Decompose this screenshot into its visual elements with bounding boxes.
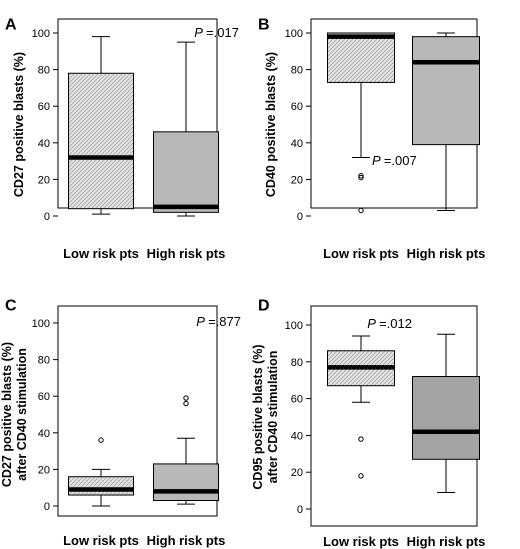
iqr-box bbox=[153, 463, 219, 502]
iqr-box bbox=[327, 32, 395, 83]
p-value-label: P =.017 bbox=[194, 25, 239, 40]
box-high-risk-pts bbox=[153, 41, 219, 217]
iqr-box bbox=[153, 131, 219, 213]
y-axis-label: CD27 positive blasts (%) bbox=[12, 52, 26, 197]
y-tick-label: 20 bbox=[38, 464, 50, 476]
p-value: =.877 bbox=[208, 314, 241, 329]
panel-letter: C bbox=[5, 297, 17, 314]
outlier-point bbox=[358, 473, 364, 479]
p-value-label: P =.007 bbox=[372, 153, 417, 168]
y-tick-label: 60 bbox=[291, 394, 303, 406]
y-tick-label: 20 bbox=[291, 174, 303, 186]
category-label: Low risk pts bbox=[323, 246, 399, 261]
y-tick-label: 80 bbox=[38, 65, 50, 77]
category-label: Low risk pts bbox=[63, 246, 139, 261]
plot-frame bbox=[57, 305, 218, 517]
panel-b: B 0 20 40 60 80 100 CD40 positive blasts (%) Low… bbox=[258, 16, 485, 261]
p-value: =.007 bbox=[384, 153, 417, 168]
y-axis-label: CD95 positive blasts (%)after CD40 stimu… bbox=[251, 344, 280, 489]
y-axis-label-line: CD27 positive blasts (%) bbox=[0, 342, 14, 487]
box-low-risk-pts bbox=[68, 36, 134, 215]
category-label: High risk pts bbox=[407, 246, 486, 261]
category-label: Low risk pts bbox=[63, 533, 139, 548]
iqr-box bbox=[68, 72, 134, 210]
y-tick-label: 60 bbox=[38, 391, 50, 403]
p-value: =.012 bbox=[379, 316, 412, 331]
box-low-risk-pts bbox=[327, 335, 395, 479]
p-symbol: P bbox=[367, 316, 379, 331]
iqr-box bbox=[412, 36, 480, 146]
panel-letter: D bbox=[258, 297, 270, 314]
y-tick-label: 100 bbox=[285, 320, 303, 332]
outlier-point bbox=[358, 436, 364, 442]
y-tick-label: 40 bbox=[291, 138, 303, 150]
box-low-risk-pts bbox=[327, 32, 395, 214]
category-label: High risk pts bbox=[147, 246, 226, 261]
category-label: High risk pts bbox=[407, 534, 486, 549]
outlier-point bbox=[98, 437, 104, 443]
y-tick-label: 0 bbox=[297, 211, 303, 223]
panel-a: A 0 20 40 60 80 100 CD27 positive blasts (%) Low… bbox=[5, 16, 239, 261]
p-symbol: P bbox=[196, 314, 208, 329]
p-symbol: P bbox=[194, 25, 206, 40]
p-symbol: P bbox=[372, 153, 384, 168]
y-axis-label-line: after CD40 stimulation bbox=[266, 351, 280, 484]
outlier-point bbox=[358, 207, 364, 214]
y-tick-label: 40 bbox=[291, 430, 303, 442]
y-tick-label: 80 bbox=[38, 355, 50, 367]
category-label: Low risk pts bbox=[323, 534, 399, 549]
panel-letter: A bbox=[5, 16, 17, 33]
y-axis-label-line: CD95 positive blasts (%) bbox=[251, 344, 265, 489]
y-tick-label: 0 bbox=[44, 211, 50, 223]
y-tick-label: 40 bbox=[38, 138, 50, 150]
y-tick-label: 80 bbox=[291, 65, 303, 77]
y-tick-label: 100 bbox=[285, 28, 303, 40]
box-high-risk-pts bbox=[153, 395, 219, 505]
box-high-risk-pts bbox=[412, 333, 480, 493]
p-value-label: P =.012 bbox=[367, 316, 412, 331]
y-tick-label: 60 bbox=[291, 101, 303, 113]
panel-d: D 0 20 40 60 80 100 CD95 positive blasts (%)aft… bbox=[251, 297, 485, 549]
y-axis-label-line: after CD40 stimulation bbox=[15, 348, 29, 481]
iqr-box bbox=[412, 376, 480, 460]
y-tick-label: 80 bbox=[291, 357, 303, 369]
outlier-point bbox=[183, 395, 189, 401]
y-tick-label: 20 bbox=[38, 174, 50, 186]
p-value-label: P =.877 bbox=[196, 314, 241, 329]
p-value: =.017 bbox=[206, 25, 239, 40]
outlier-point bbox=[358, 174, 364, 181]
outlier-point bbox=[183, 400, 189, 407]
outlier-point bbox=[358, 173, 364, 179]
y-tick-label: 100 bbox=[32, 318, 50, 330]
y-tick-label: 40 bbox=[38, 428, 50, 440]
box-low-risk-pts bbox=[68, 437, 134, 507]
category-label: High risk pts bbox=[147, 533, 226, 548]
y-axis-label: CD40 positive blasts (%) bbox=[264, 52, 278, 197]
y-tick-label: 100 bbox=[32, 28, 50, 40]
y-tick-label: 60 bbox=[38, 101, 50, 113]
y-axis-label: CD27 positive blasts (%)after CD40 stimu… bbox=[0, 342, 29, 487]
y-tick-label: 0 bbox=[297, 504, 303, 516]
y-tick-label: 20 bbox=[291, 467, 303, 479]
iqr-box bbox=[68, 476, 134, 496]
box-high-risk-pts bbox=[412, 32, 480, 212]
y-axis-label-line: CD27 positive blasts (%) bbox=[12, 52, 26, 197]
y-tick-label: 0 bbox=[44, 501, 50, 513]
plot-frame bbox=[57, 18, 218, 209]
panel-letter: B bbox=[258, 16, 270, 33]
y-axis-label-line: CD40 positive blasts (%) bbox=[264, 52, 278, 197]
